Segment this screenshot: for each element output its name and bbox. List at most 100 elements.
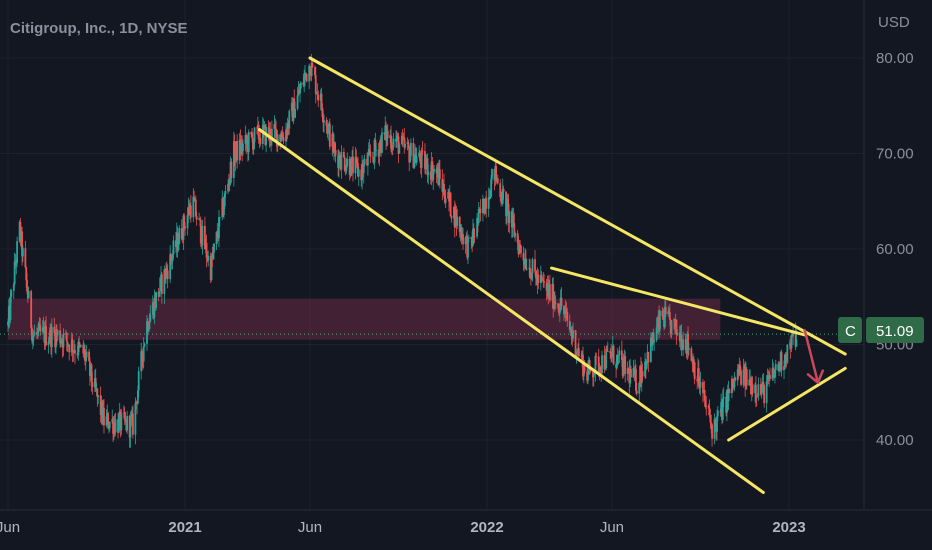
candle bbox=[680, 324, 683, 357]
upper-channel-line[interactable] bbox=[308, 56, 847, 356]
candle bbox=[748, 369, 751, 386]
candle bbox=[38, 317, 41, 326]
candle bbox=[682, 331, 685, 357]
candle bbox=[253, 126, 256, 150]
candle bbox=[120, 408, 123, 436]
candle bbox=[490, 175, 493, 198]
candle bbox=[159, 276, 162, 298]
candle bbox=[348, 155, 351, 181]
candle bbox=[668, 307, 670, 313]
drawings[interactable] bbox=[258, 56, 847, 495]
candle bbox=[39, 318, 42, 336]
candle bbox=[670, 320, 673, 339]
y-axis-panel[interactable] bbox=[864, 0, 932, 510]
candle bbox=[311, 60, 314, 69]
candle bbox=[158, 290, 161, 298]
candle bbox=[143, 342, 146, 348]
candle bbox=[641, 363, 644, 382]
candle bbox=[357, 166, 360, 187]
candle bbox=[105, 409, 108, 428]
candle bbox=[647, 351, 650, 372]
candle bbox=[218, 216, 221, 227]
candle bbox=[566, 307, 569, 327]
candle bbox=[529, 259, 531, 279]
x-axis-ticks[interactable]: Jun 2021 Jun 2022 Jun 2023 bbox=[0, 519, 806, 536]
candle bbox=[149, 305, 152, 323]
candle bbox=[350, 156, 353, 177]
candle bbox=[27, 286, 30, 299]
candle bbox=[542, 272, 545, 288]
candle bbox=[449, 192, 452, 217]
candle bbox=[479, 199, 482, 222]
candle bbox=[165, 263, 167, 284]
candle bbox=[31, 334, 34, 350]
candle bbox=[473, 228, 476, 244]
price-badge[interactable]: C 51.09 bbox=[838, 317, 924, 343]
resistance-zone[interactable] bbox=[8, 298, 721, 340]
price-value-badge bbox=[866, 317, 924, 343]
candle bbox=[242, 139, 244, 156]
candle bbox=[47, 336, 50, 354]
candle bbox=[10, 288, 13, 303]
candle bbox=[304, 64, 306, 87]
candle bbox=[270, 140, 272, 152]
candle bbox=[368, 139, 371, 153]
candle bbox=[84, 344, 86, 366]
candle bbox=[780, 349, 783, 377]
candle bbox=[491, 168, 493, 184]
candle bbox=[433, 164, 435, 175]
candle bbox=[271, 120, 273, 146]
candle bbox=[355, 149, 358, 168]
candle bbox=[534, 250, 536, 276]
candle bbox=[65, 331, 68, 351]
candle bbox=[392, 132, 395, 151]
candle bbox=[792, 326, 795, 345]
candle bbox=[606, 341, 609, 352]
candle bbox=[269, 121, 272, 147]
candle bbox=[146, 314, 148, 351]
candle bbox=[274, 118, 277, 139]
x-tick-label: 2023 bbox=[772, 519, 805, 536]
candle bbox=[288, 109, 291, 135]
candle bbox=[50, 318, 53, 358]
candle bbox=[146, 318, 149, 335]
x-tick-label: Jun bbox=[600, 519, 624, 536]
candle bbox=[199, 216, 202, 247]
candle bbox=[85, 345, 88, 362]
candle bbox=[236, 134, 239, 169]
candle bbox=[774, 359, 777, 378]
candle bbox=[398, 141, 401, 154]
candle bbox=[56, 329, 59, 342]
wedge-lower-line[interactable] bbox=[727, 366, 847, 442]
candle bbox=[751, 376, 754, 397]
candle bbox=[140, 342, 143, 380]
candle bbox=[228, 176, 231, 192]
candle bbox=[403, 128, 406, 154]
candle bbox=[224, 184, 227, 198]
candle bbox=[323, 114, 325, 133]
candle bbox=[123, 406, 126, 425]
candle bbox=[96, 387, 99, 407]
lower-channel-line[interactable] bbox=[258, 128, 765, 495]
candle bbox=[126, 410, 129, 434]
candle bbox=[294, 101, 296, 119]
candle bbox=[638, 381, 641, 402]
candle bbox=[134, 397, 137, 445]
candle bbox=[554, 295, 557, 310]
candle bbox=[59, 323, 62, 348]
candle bbox=[709, 409, 712, 429]
down-arrow[interactable] bbox=[803, 328, 825, 384]
candle bbox=[26, 272, 28, 295]
candle bbox=[16, 236, 19, 268]
candle bbox=[97, 395, 100, 405]
y-tick-label: 60.00 bbox=[876, 241, 914, 258]
candle bbox=[549, 274, 551, 303]
candle bbox=[216, 222, 219, 244]
candle bbox=[404, 139, 407, 150]
candle bbox=[426, 153, 429, 183]
wedge-upper-line[interactable] bbox=[550, 266, 807, 337]
candle bbox=[572, 322, 574, 342]
candle bbox=[525, 249, 527, 270]
